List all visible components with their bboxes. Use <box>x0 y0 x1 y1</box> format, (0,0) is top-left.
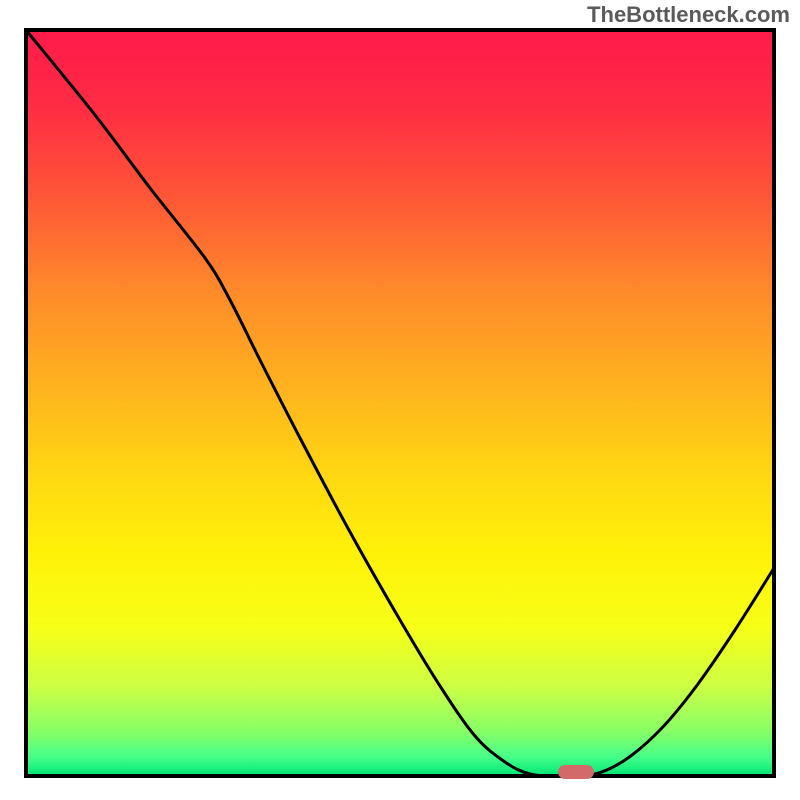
watermark-text: TheBottleneck.com <box>587 2 790 28</box>
chart-background <box>26 30 774 776</box>
optimal-marker <box>558 765 594 779</box>
chart-container: TheBottleneck.com <box>0 0 800 800</box>
chart-svg <box>0 0 800 800</box>
